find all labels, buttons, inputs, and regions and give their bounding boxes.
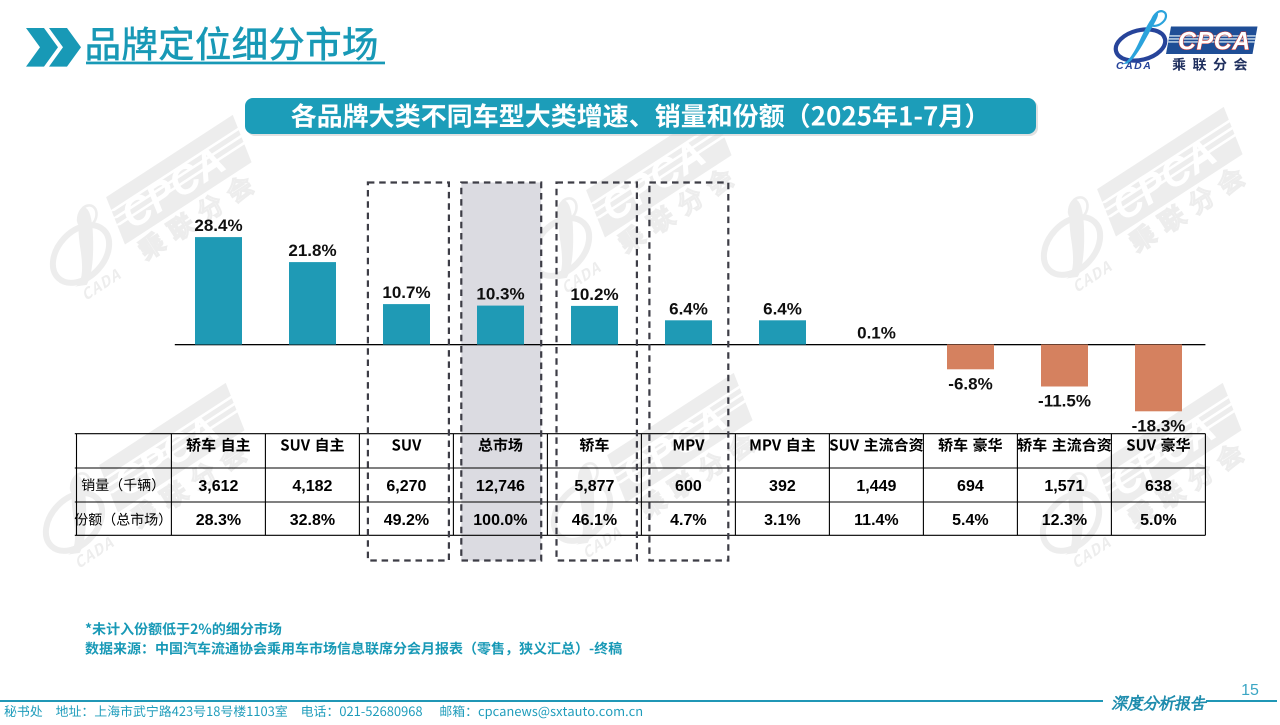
svg-text:-18.3%: -18.3% [1132,416,1186,435]
svg-text:600: 600 [675,478,702,495]
svg-text:49.2%: 49.2% [384,512,429,529]
svg-text:10.7%: 10.7% [382,283,430,302]
svg-text:6,270: 6,270 [386,478,426,495]
svg-text:4.7%: 4.7% [670,512,706,529]
svg-text:694: 694 [957,478,984,495]
svg-text:5.4%: 5.4% [952,512,988,529]
svg-text:32.8%: 32.8% [290,512,335,529]
svg-text:392: 392 [769,478,796,495]
svg-text:15: 15 [1241,682,1259,699]
svg-text:4,182: 4,182 [292,478,332,495]
svg-text:28.3%: 28.3% [196,512,241,529]
svg-text:28.4%: 28.4% [194,216,242,235]
svg-text:0.1%: 0.1% [857,324,896,343]
svg-text:3.1%: 3.1% [764,512,800,529]
svg-text:12.3%: 12.3% [1042,512,1087,529]
svg-text:10.2%: 10.2% [570,285,618,304]
svg-text:1,449: 1,449 [856,478,896,495]
svg-text:100.0%: 100.0% [473,512,527,529]
svg-text:5,877: 5,877 [574,478,614,495]
svg-text:638: 638 [1145,478,1172,495]
svg-text:-6.8%: -6.8% [948,374,992,393]
svg-text:46.1%: 46.1% [572,512,617,529]
svg-text:6.4%: 6.4% [669,299,708,318]
svg-text:CADA: CADA [1116,60,1152,72]
svg-text:CPCA: CPCA [1178,28,1251,56]
svg-text:11.4%: 11.4% [854,512,898,529]
svg-text:10.3%: 10.3% [476,285,524,304]
svg-text:5.0%: 5.0% [1140,512,1176,529]
svg-text:-11.5%: -11.5% [1038,392,1091,411]
svg-text:1,571: 1,571 [1044,478,1084,495]
svg-text:21.8%: 21.8% [288,241,336,260]
svg-text:12,746: 12,746 [476,478,525,495]
svg-text:6.4%: 6.4% [763,299,802,318]
svg-text:3,612: 3,612 [198,478,238,495]
